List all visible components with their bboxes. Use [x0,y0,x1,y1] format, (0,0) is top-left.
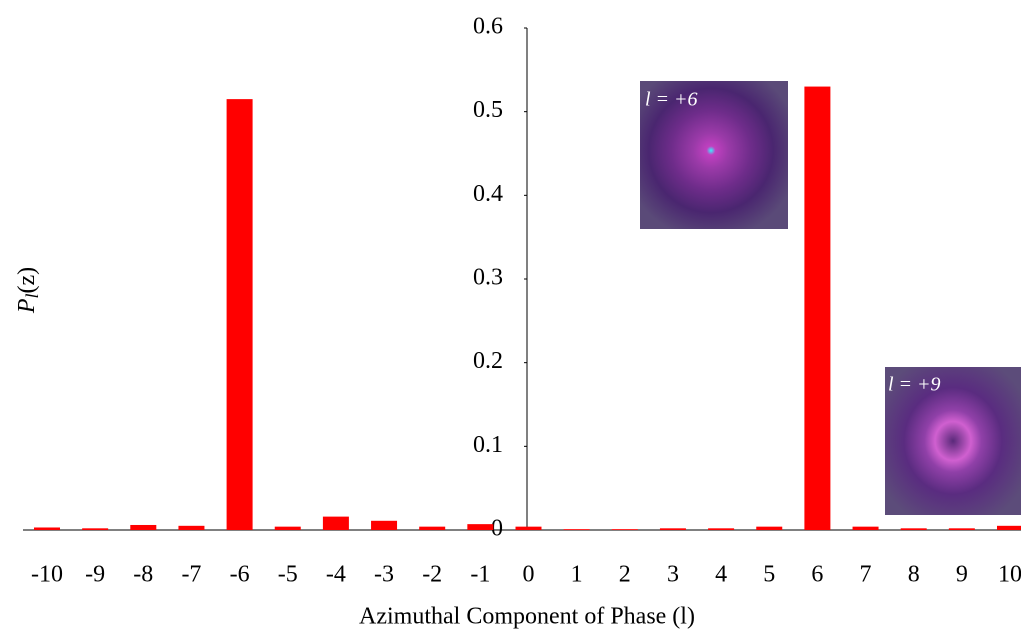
y-tick-label: 0.5 [473,97,503,123]
y-tick-label: 0.3 [473,265,503,291]
bar [708,528,734,530]
x-tick-label: -6 [230,562,250,588]
x-tick-label: -8 [133,562,153,588]
x-tick-label: -4 [326,562,346,588]
inset-label: l = +6 [645,89,698,111]
bar [130,525,156,530]
y-tick-label: 0.4 [473,181,503,207]
y-label-argument: (z) [14,267,40,294]
x-tick-label: 1 [571,562,583,588]
bar [467,524,493,530]
bar [34,527,60,530]
bar [82,528,108,530]
chart: l = +6 l = +9 Pl(z) Azimuthal Component … [0,0,1021,636]
y-tick-label: 0.6 [473,14,503,40]
x-tick-label: 6 [811,562,823,588]
x-tick-label: 7 [860,562,872,588]
inset-image: l = +6 [640,81,788,229]
bar [901,528,927,530]
x-axis-title: Azimuthal Component of Phase (l) [359,604,695,630]
bar [997,526,1021,530]
x-tick-label: -3 [374,562,394,588]
bar [660,528,686,530]
y-tick-label: 0.1 [473,432,503,458]
bar [178,526,204,530]
bar [949,528,975,530]
inset-label: l = +9 [888,374,941,396]
x-tick-label: -2 [422,562,442,588]
y-label-symbol: P [14,298,40,314]
bar [419,527,445,530]
bar [323,517,349,530]
x-tick-label: 8 [908,562,920,588]
x-tick-label: -9 [85,562,105,588]
x-tick-label: 9 [956,562,968,588]
x-tick-label: -5 [278,562,298,588]
y-tick-label: 0.2 [473,348,503,374]
x-tick-label: 10 [998,562,1021,588]
bar [612,529,638,530]
x-tick-label: 3 [667,562,679,588]
bar [227,99,253,530]
bar [853,527,879,530]
bar [564,529,590,530]
bar [756,527,782,530]
bar [516,527,542,530]
x-tick-label: 0 [523,562,535,588]
x-tick-label: 4 [715,562,727,588]
bar [371,521,397,530]
x-tick-label: -10 [31,562,63,588]
y-axis-title: Pl(z) [14,267,43,314]
x-tick-label: -7 [181,562,201,588]
bar [275,527,301,530]
inset-image: l = +9 [885,367,1021,515]
x-tick-label: 2 [619,562,631,588]
x-tick-label: 5 [763,562,775,588]
x-tick-label: -1 [470,562,490,588]
bar [804,87,830,530]
